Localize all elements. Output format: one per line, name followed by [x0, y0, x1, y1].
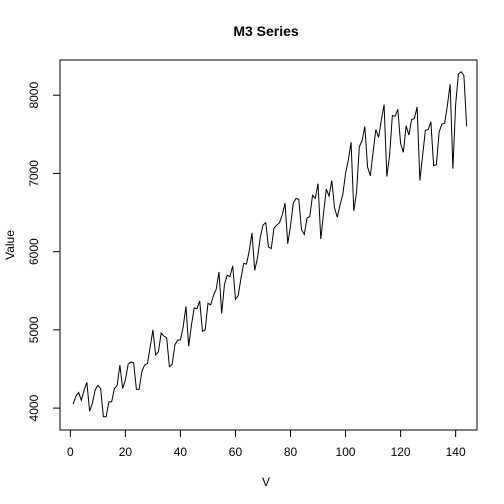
- x-tick-label: 80: [284, 445, 298, 459]
- y-axis: 4000 5000 6000 7000 8000: [27, 82, 61, 421]
- y-tick-label: 8000: [27, 82, 41, 109]
- series-line: [72, 70, 468, 418]
- chart-title: M3 Series: [233, 23, 299, 39]
- x-axis-label: V: [262, 475, 270, 489]
- x-axis: 0 20 40 60 80 100 120 140: [67, 429, 466, 459]
- x-tick-label: 0: [67, 445, 74, 459]
- y-tick-label: 5000: [27, 316, 41, 343]
- y-tick-label: 4000: [27, 394, 41, 421]
- y-tick-label: 7000: [27, 160, 41, 187]
- y-axis-label: Value: [3, 230, 17, 260]
- y-tick-label: 6000: [27, 238, 41, 265]
- x-tick-label: 40: [174, 445, 188, 459]
- x-tick-label: 20: [119, 445, 133, 459]
- x-tick-label: 120: [391, 445, 411, 459]
- x-tick-label: 100: [336, 445, 356, 459]
- x-tick-label: 60: [229, 445, 243, 459]
- x-tick-label: 140: [446, 445, 466, 459]
